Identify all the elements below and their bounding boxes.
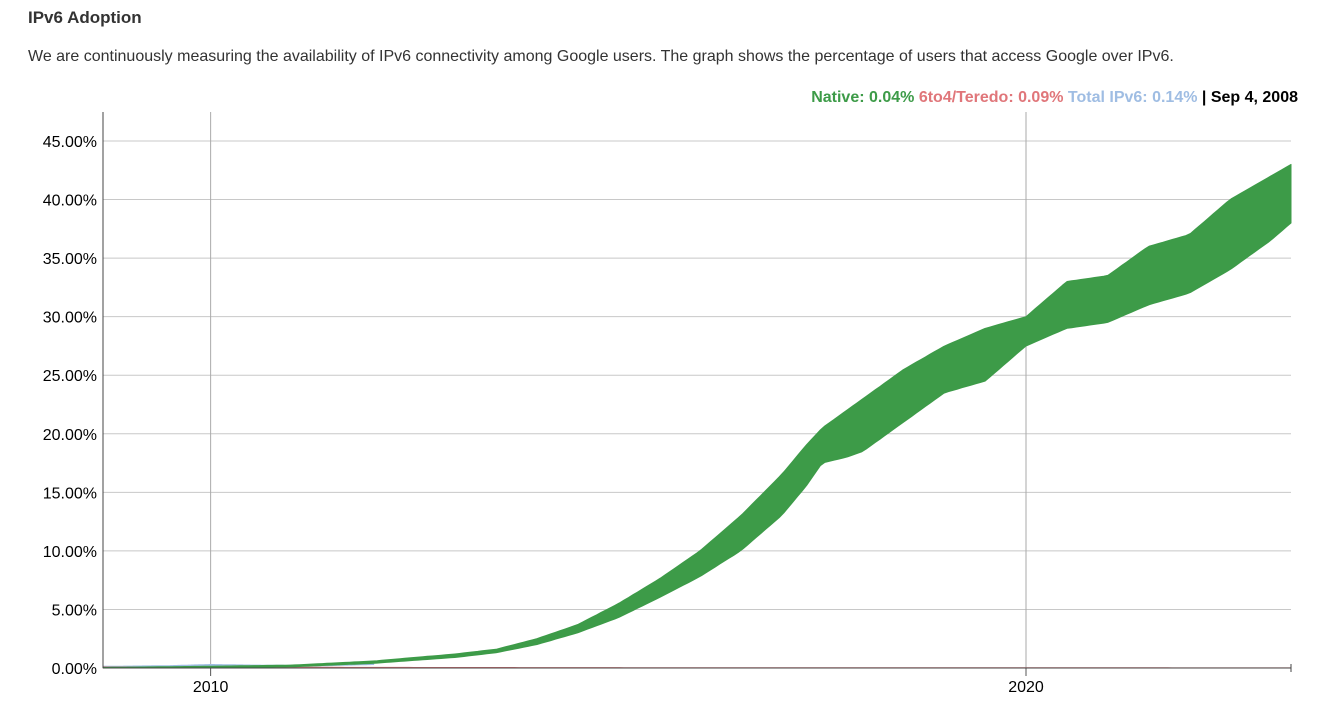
y-tick-label: 15.00% (43, 485, 97, 502)
legend-separator: | (1201, 89, 1207, 106)
legend-date: Sep 4, 2008 (1210, 89, 1298, 106)
x-tick-label: 2010 (193, 679, 229, 696)
x-tick-label: 2020 (1008, 679, 1044, 696)
legend-native: Native: 0.04% (811, 89, 915, 106)
y-tick-label: 45.00% (43, 134, 97, 151)
y-tick-label: 30.00% (43, 310, 97, 327)
legend-total: Total IPv6: 0.14% (1067, 89, 1198, 106)
y-tick-label: 5.00% (52, 602, 97, 619)
legend-teredo: 6to4/Teredo: 0.09% (918, 89, 1064, 106)
y-tick-label: 35.00% (43, 251, 97, 268)
chart-axes: 0.00% 5.00% 10.00% 15.00% 20.00% 25.00% 30.00%… (43, 112, 1292, 696)
y-tick-label: 40.00% (43, 193, 97, 210)
y-tick-label: 25.00% (43, 368, 97, 385)
chart-description: We are continuously measuring the availa… (28, 48, 1174, 65)
y-tick-label: 20.00% (43, 427, 97, 444)
chart-legend: Native: 0.04% 6to4/Teredo: 0.09% Total I… (811, 89, 1298, 107)
chart-series (102, 163, 1292, 669)
chart-grid (103, 112, 1291, 668)
y-tick-label: 10.00% (43, 544, 97, 561)
page-title: IPv6 Adoption (28, 8, 142, 27)
series-area-native (102, 163, 1292, 669)
y-tick-label: 0.00% (52, 661, 97, 678)
